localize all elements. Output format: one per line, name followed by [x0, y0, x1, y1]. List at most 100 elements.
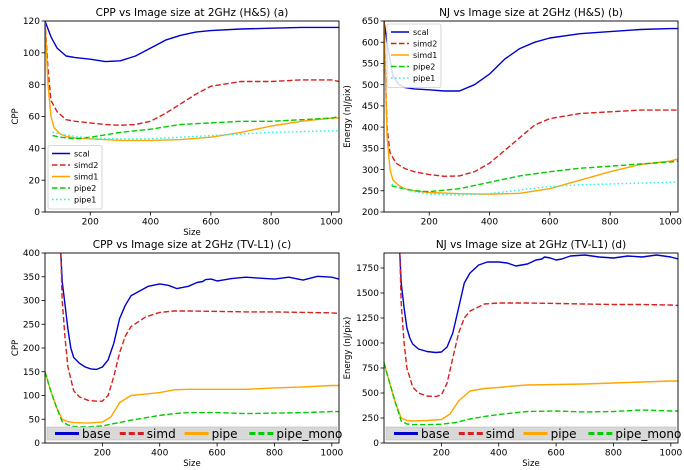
- legend-label-pipe1: pipe1: [413, 74, 435, 83]
- y-tick-label: 450: [362, 102, 379, 112]
- y-tick-label: 100: [23, 49, 40, 59]
- x-tick-label: 1000: [320, 218, 343, 228]
- legend-label-base: base: [421, 427, 450, 441]
- y-tick-label: 500: [362, 389, 379, 399]
- series-line-base: [399, 253, 678, 354]
- legend-label-pipe_mono: pipe_mono: [615, 427, 681, 441]
- x-tick-label: 200: [94, 449, 111, 459]
- chart-panel-2: NJ vs Image size at 2GHz (H&S) (b) 200 400…: [343, 7, 682, 228]
- x-tick-label: 400: [490, 449, 507, 459]
- x-tick-label: 800: [263, 218, 280, 228]
- chart-panel-1: CPP vs Image size at 2GHz (H&S) (a) 200 40…: [11, 7, 343, 238]
- x-tick-label: 200: [433, 449, 450, 459]
- series-line-simd: [399, 253, 678, 398]
- legend: base simd pipe pipe_mono: [385, 426, 681, 441]
- legend-label-pipe_mono: pipe_mono: [276, 427, 342, 441]
- x-axis-label: Size: [522, 459, 539, 469]
- axes-frame: [383, 20, 679, 213]
- y-tick-label: 60: [29, 113, 41, 123]
- y-tick-label: 250: [362, 414, 379, 424]
- y-tick-label: 200: [23, 344, 40, 354]
- x-tick-label: 800: [266, 449, 283, 459]
- y-tick-label: 0: [373, 439, 379, 449]
- y-tick-label: 150: [23, 368, 40, 378]
- y-tick-label: 350: [23, 273, 40, 283]
- legend-label-pipe1: pipe1: [74, 196, 96, 205]
- y-tick-label: 500: [362, 81, 379, 91]
- y-tick-label: 400: [23, 249, 40, 259]
- y-tick-label: 550: [362, 60, 379, 70]
- y-tick-label: 1750: [356, 264, 379, 274]
- y-tick-label: 80: [29, 81, 41, 91]
- y-tick-label: 250: [362, 187, 379, 197]
- x-tick-label: 1000: [659, 449, 682, 459]
- legend-label-simd2: simd2: [413, 40, 437, 49]
- series-line-simd1: [45, 21, 339, 142]
- x-tick-label: 1000: [659, 218, 682, 228]
- y-axis-label: Energy (nJ/pix): [343, 85, 353, 148]
- x-tick-label: 200: [82, 218, 99, 228]
- legend-label-pipe: pipe: [212, 427, 238, 441]
- y-tick-label: 100: [23, 392, 40, 402]
- legend: base simd pipe pipe_mono: [46, 426, 342, 441]
- series-line-simd2: [384, 21, 678, 177]
- x-tick-label: 600: [209, 449, 226, 459]
- legend-box: [386, 23, 442, 88]
- legend-label-pipe: pipe: [551, 427, 577, 441]
- y-tick-label: 1500: [356, 289, 379, 299]
- y-tick-label: 250: [23, 320, 40, 330]
- y-tick-label: 750: [362, 364, 379, 374]
- series-line-pipe: [45, 371, 339, 424]
- legend: scal simd2 simd1 pipe2 pipe1: [386, 23, 442, 88]
- series-line-pipe2: [52, 115, 339, 140]
- y-tick-label: 50: [29, 415, 41, 425]
- x-tick-label: 800: [605, 449, 622, 459]
- series-line-pipe: [384, 362, 678, 422]
- chart-title: CPP vs Image size at 2GHz (H&S) (a): [96, 7, 289, 19]
- y-tick-label: 20: [29, 176, 41, 186]
- chart-title: CPP vs Image size at 2GHz (TV-L1) (c): [93, 239, 292, 251]
- y-tick-label: 0: [34, 439, 40, 449]
- chart-title: NJ vs Image size at 2GHz (TV-L1) (d): [436, 239, 626, 251]
- y-tick-label: 1250: [356, 314, 379, 324]
- legend-label-simd1: simd1: [74, 173, 98, 182]
- series-line-simd: [60, 253, 339, 402]
- y-tick-label: 40: [29, 145, 41, 155]
- x-tick-label: 600: [202, 218, 219, 228]
- y-tick-label: 650: [362, 17, 379, 27]
- x-tick-label: 600: [548, 449, 565, 459]
- series-line-pipe_mono: [45, 371, 339, 428]
- x-tick-label: 800: [602, 218, 619, 228]
- x-tick-label: 400: [151, 449, 168, 459]
- axes-frame: [44, 252, 340, 444]
- y-tick-label: 1000: [356, 339, 379, 349]
- legend-box: [47, 145, 103, 210]
- legend-label-scal: scal: [413, 28, 429, 37]
- legend-label-simd: simd: [147, 427, 176, 441]
- x-tick-label: 400: [481, 218, 498, 228]
- y-tick-label: 300: [23, 297, 40, 307]
- chart-title: NJ vs Image size at 2GHz (H&S) (b): [439, 7, 623, 19]
- y-axis-label: CPP: [11, 340, 21, 356]
- y-axis-label: CPP: [11, 108, 21, 124]
- y-tick-label: 200: [362, 208, 379, 218]
- x-tick-label: 600: [541, 218, 558, 228]
- legend: scal simd2 simd1 pipe2 pipe1: [47, 145, 103, 210]
- x-axis-label: Size: [183, 459, 200, 469]
- x-axis-label: Size: [183, 228, 200, 238]
- x-tick-label: 400: [142, 218, 159, 228]
- legend-label-scal: scal: [74, 150, 90, 159]
- series-line-pipe1: [52, 130, 339, 140]
- series-line-simd1: [384, 21, 678, 195]
- series-line-pipe_mono: [384, 362, 678, 426]
- series-line-pipe2: [391, 160, 678, 193]
- chart-panel-4: NJ vs Image size at 2GHz (TV-L1) (d) 200 4…: [343, 239, 683, 469]
- y-tick-label: 600: [362, 38, 379, 48]
- axes-frame: [383, 252, 679, 444]
- y-tick-label: 400: [362, 123, 379, 133]
- series-line-simd2: [45, 21, 339, 126]
- legend-label-pipe2: pipe2: [413, 63, 435, 72]
- legend-label-simd: simd: [486, 427, 515, 441]
- chart-panel-3: CPP vs Image size at 2GHz (TV-L1) (c) 200…: [11, 239, 344, 469]
